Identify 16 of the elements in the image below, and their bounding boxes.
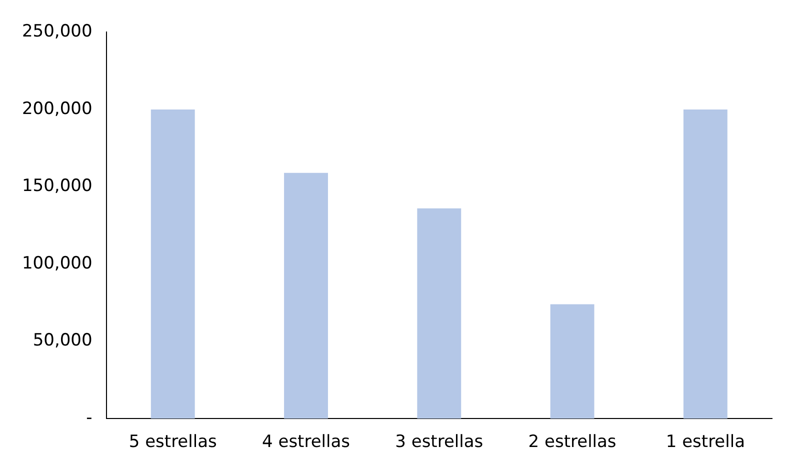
y-tick-label: 150,000 <box>22 176 92 196</box>
y-tick-label: 200,000 <box>22 98 92 119</box>
bar <box>417 208 462 419</box>
bar <box>683 109 728 419</box>
bar <box>284 172 328 419</box>
x-tick-label: 2 estrellas <box>528 432 616 452</box>
y-tick-label: 50,000 <box>32 330 92 351</box>
y-tick-label: 250,000 <box>22 22 92 42</box>
bar <box>550 304 594 419</box>
y-tick-label: 100,000 <box>22 253 92 274</box>
x-tick-label: 3 estrellas <box>395 432 484 452</box>
x-tick-label: 1 estrella <box>666 432 745 452</box>
y-tick-label: - <box>86 408 92 428</box>
x-tick-label: 5 estrellas <box>128 432 218 452</box>
x-tick-label: 4 estrellas <box>262 432 350 452</box>
bar <box>150 109 195 419</box>
